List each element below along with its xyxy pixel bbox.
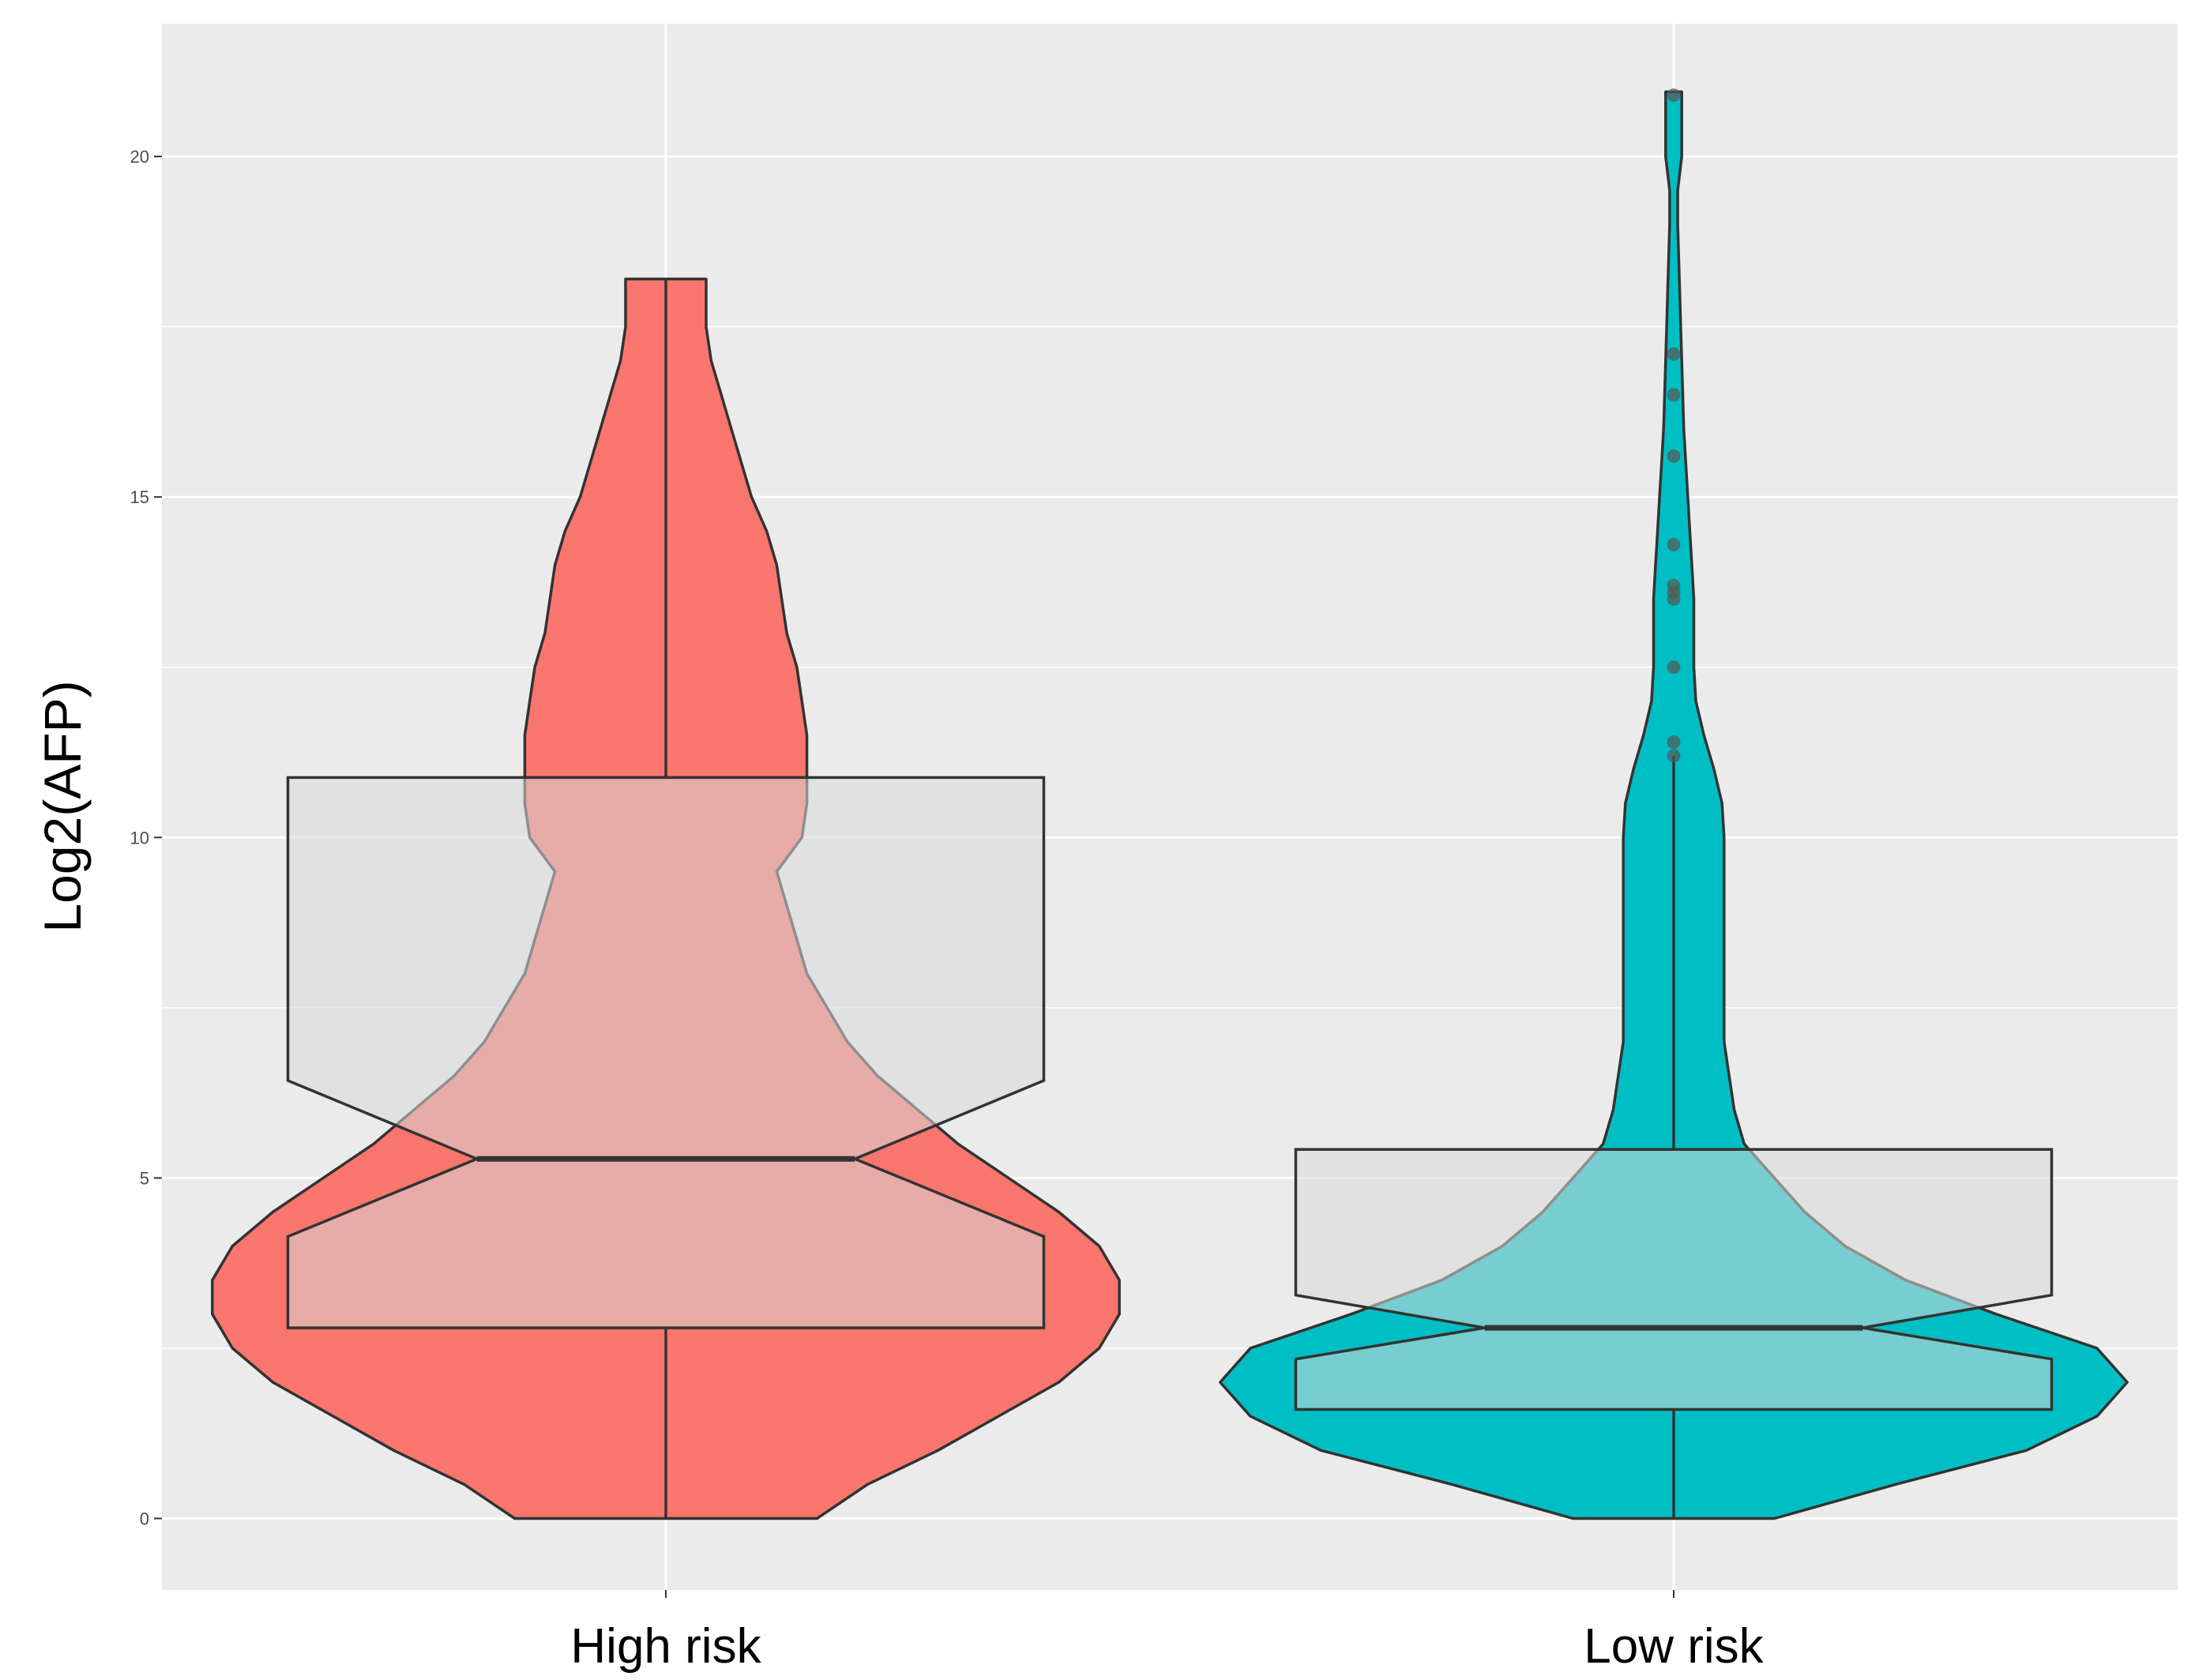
y-tick-label: 20	[130, 147, 149, 167]
axes: 0 5 10 15 20 High risk Low risk	[130, 147, 1765, 1674]
boxplots	[286, 277, 2054, 1519]
outlier-point	[1667, 735, 1681, 750]
outlier-points	[1667, 88, 1681, 763]
y-tick-label: 5	[140, 1168, 149, 1188]
y-tick-label: 15	[130, 487, 149, 507]
outlier-point	[1667, 347, 1681, 361]
notched-box	[1294, 1148, 2054, 1411]
y-axis-title: Log2(AFP)	[33, 680, 92, 932]
x-tick-label: High risk	[570, 1619, 761, 1674]
outlier-point	[1667, 749, 1681, 763]
y-tick-label: 0	[140, 1509, 149, 1528]
outlier-point	[1667, 578, 1681, 592]
outlier-point	[1667, 660, 1681, 675]
outlier-point	[1667, 538, 1681, 552]
y-tick-label: 10	[130, 828, 149, 848]
outlier-point	[1667, 388, 1681, 402]
x-tick-label: Low risk	[1584, 1619, 1764, 1674]
outlier-point	[1667, 449, 1681, 463]
outlier-point	[1667, 88, 1681, 103]
notched-box	[286, 776, 1046, 1329]
